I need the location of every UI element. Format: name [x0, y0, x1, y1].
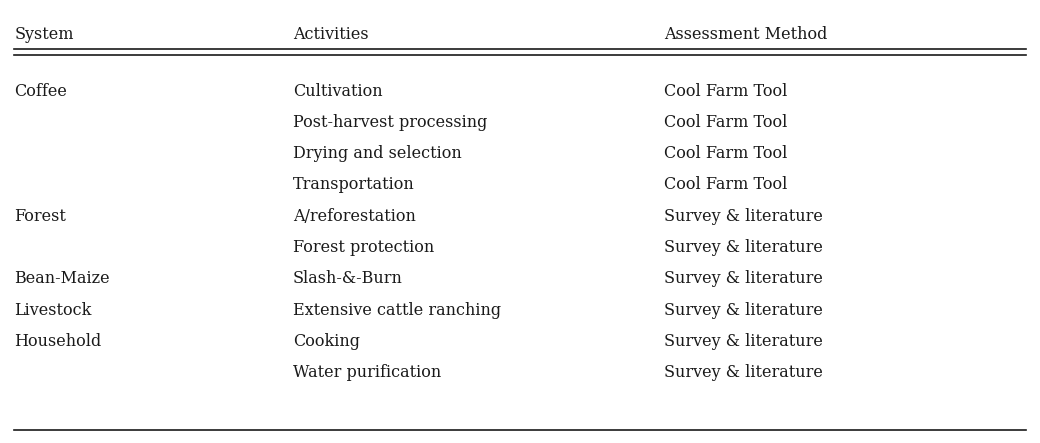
- Text: Survey & literature: Survey & literature: [665, 333, 824, 350]
- Text: Cool Farm Tool: Cool Farm Tool: [665, 82, 788, 100]
- Text: Household: Household: [15, 333, 102, 350]
- Text: System: System: [15, 26, 74, 43]
- Text: Slash-&-Burn: Slash-&-Burn: [293, 270, 402, 288]
- Text: Survey & literature: Survey & literature: [665, 239, 824, 256]
- Text: A/reforestation: A/reforestation: [293, 208, 416, 225]
- Text: Survey & literature: Survey & literature: [665, 364, 824, 381]
- Text: Bean-Maize: Bean-Maize: [15, 270, 110, 288]
- Text: Cool Farm Tool: Cool Farm Tool: [665, 145, 788, 162]
- Text: Forest protection: Forest protection: [293, 239, 435, 256]
- Text: Livestock: Livestock: [15, 302, 92, 319]
- Text: Coffee: Coffee: [15, 82, 68, 100]
- Text: Cooking: Cooking: [293, 333, 360, 350]
- Text: Transportation: Transportation: [293, 176, 415, 194]
- Text: Survey & literature: Survey & literature: [665, 302, 824, 319]
- Text: Water purification: Water purification: [293, 364, 441, 381]
- Text: Cool Farm Tool: Cool Farm Tool: [665, 176, 788, 194]
- Text: Drying and selection: Drying and selection: [293, 145, 462, 162]
- Text: Survey & literature: Survey & literature: [665, 208, 824, 225]
- Text: Extensive cattle ranching: Extensive cattle ranching: [293, 302, 501, 319]
- Text: Activities: Activities: [293, 26, 368, 43]
- Text: Forest: Forest: [15, 208, 67, 225]
- Text: Cultivation: Cultivation: [293, 82, 383, 100]
- Text: Cool Farm Tool: Cool Farm Tool: [665, 114, 788, 131]
- Text: Assessment Method: Assessment Method: [665, 26, 828, 43]
- Text: Survey & literature: Survey & literature: [665, 270, 824, 288]
- Text: Post-harvest processing: Post-harvest processing: [293, 114, 488, 131]
